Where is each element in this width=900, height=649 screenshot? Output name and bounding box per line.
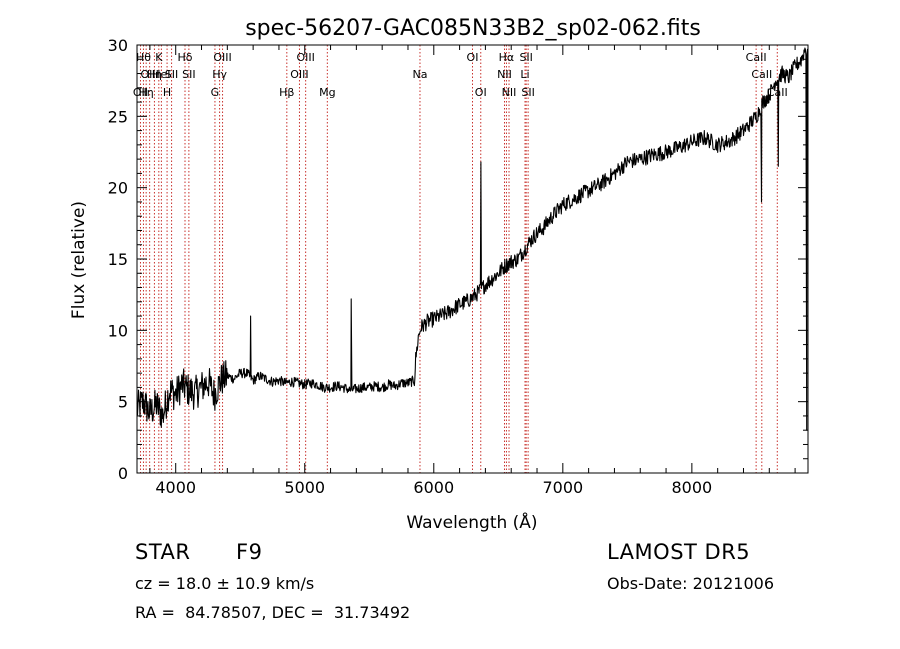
marker-labels: OIIHθHηOIIIHηKHeIHSIIHδSIIGHγOIIIHβOIIIO…: [133, 51, 788, 99]
marker-label: Hθ: [136, 51, 151, 64]
x-tick-label: 8000: [672, 478, 713, 497]
marker-label: NII: [502, 86, 517, 99]
marker-label: K: [155, 51, 163, 64]
coordinates: RA = 84.78507, DEC = 31.73492: [135, 603, 411, 622]
axis-ticks: 4000 5000 6000 7000 8000 0 5 10 15 20 25 30: [108, 36, 808, 497]
y-tick-label: 0: [118, 464, 128, 483]
observation-date: Obs-Date: 20121006: [607, 574, 775, 593]
marker-label: OI: [467, 51, 479, 64]
x-tick-label: 7000: [542, 478, 583, 497]
y-tick-label: 30: [108, 36, 128, 55]
marker-label: H: [163, 86, 171, 99]
marker-label: G: [211, 86, 220, 99]
marker-label: OII: [133, 86, 148, 99]
y-axis-label: Flux (relative): [69, 201, 89, 319]
marker-label: Hη: [147, 68, 162, 81]
marker-label: OIII: [296, 51, 314, 64]
marker-label: OI: [475, 86, 487, 99]
marker-label: SII: [165, 68, 178, 81]
marker-label: Hδ: [177, 51, 192, 64]
x-tick-label: 6000: [413, 478, 454, 497]
y-tick-label: 25: [108, 107, 128, 126]
chart-title: spec-56207-GAC085N33B2_sp02-062.fits: [245, 16, 701, 41]
marker-label: Hη: [139, 86, 154, 99]
marker-label: CaII: [767, 86, 788, 99]
x-tick-label: 5000: [284, 478, 325, 497]
marker-label: Hα: [499, 51, 515, 64]
marker-label: SII: [521, 86, 534, 99]
marker-label: CaII: [746, 51, 767, 64]
marker-label: OIII: [140, 68, 158, 81]
y-tick-label: 10: [108, 321, 128, 340]
redshift-velocity: cz = 18.0 ± 10.9 km/s: [135, 574, 315, 593]
marker-label: SII: [182, 68, 195, 81]
marker-label: OIII: [290, 68, 308, 81]
object-class: STAR: [135, 540, 191, 564]
object-subclass: F9: [236, 540, 263, 564]
y-tick-label: 5: [118, 393, 128, 412]
marker-label: Hβ: [279, 86, 294, 99]
marker-label: CaII: [751, 68, 772, 81]
marker-label: Mg: [319, 86, 335, 99]
marker-label: NII: [497, 68, 512, 81]
spectral-line-markers: [139, 45, 778, 473]
marker-label: HeI: [152, 68, 170, 81]
marker-label: Na: [412, 68, 427, 81]
marker-label: SII: [519, 51, 532, 64]
y-tick-label: 20: [108, 179, 128, 198]
spectrum-series: [136, 47, 809, 431]
marker-label: OIII: [213, 51, 231, 64]
y-tick-label: 15: [108, 250, 128, 269]
x-tick-label: 4000: [155, 478, 196, 497]
survey-name: LAMOST DR5: [607, 540, 751, 564]
marker-label: Li: [520, 68, 529, 81]
x-axis-label: Wavelength (Å): [406, 511, 537, 533]
spectrum-line: [136, 47, 809, 431]
marker-label: Hγ: [212, 68, 227, 81]
